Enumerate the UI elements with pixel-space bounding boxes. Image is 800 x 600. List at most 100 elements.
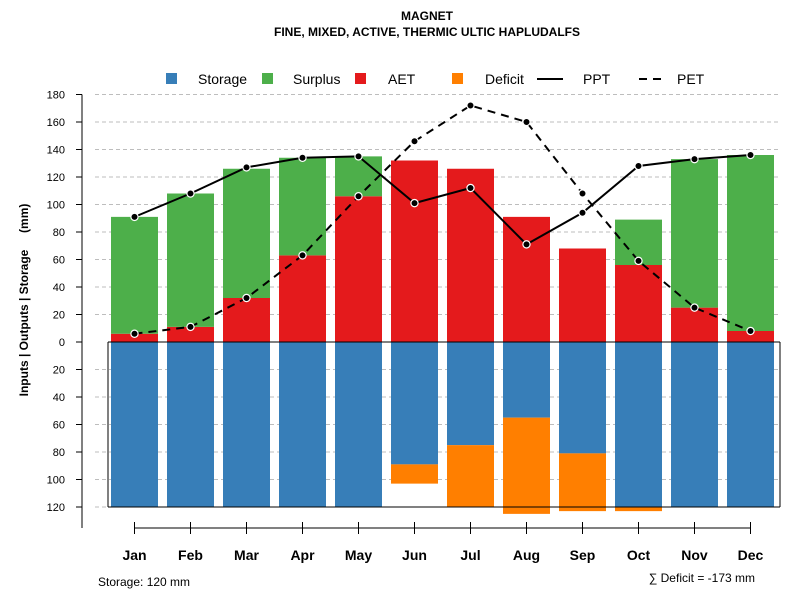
y-tick-label: 80	[53, 447, 65, 459]
legend-item-aet: AET	[355, 71, 416, 87]
storage-bar	[447, 342, 494, 446]
legend-swatch-storage	[166, 73, 177, 84]
pet-point	[634, 256, 643, 266]
aet-bar	[391, 160, 438, 342]
ppt-point	[690, 154, 699, 164]
deficit-note: ∑ Deficit = -173 mm	[649, 571, 755, 585]
x-tick-label-jun: Jun	[402, 547, 427, 563]
aet-bar	[671, 307, 718, 342]
y-tick-label: 20	[53, 310, 65, 322]
x-tick-label-jan: Jan	[122, 547, 146, 563]
aet-bar	[447, 168, 494, 342]
x-tick-label-nov: Nov	[681, 547, 708, 563]
y-tick-label: 80	[53, 227, 65, 239]
pet-point	[354, 192, 363, 201]
x-tick-label-dec: Dec	[738, 547, 764, 563]
y-tick-label: 100	[47, 200, 65, 212]
surplus-bar	[727, 155, 774, 331]
pet-line	[134, 104, 751, 335]
x-tick-label-jul: Jul	[460, 547, 480, 563]
bars	[111, 155, 774, 514]
pet-point	[578, 189, 587, 198]
legend-item-storage: Storage	[166, 71, 247, 87]
pet-point	[186, 322, 195, 332]
storage-bar	[279, 342, 326, 507]
y-tick-label: 120	[47, 172, 65, 184]
storage-bar	[671, 342, 718, 507]
pet-point	[298, 251, 307, 260]
legend-label-deficit: Deficit	[485, 71, 524, 87]
legend-label-ppt: PPT	[583, 71, 611, 87]
legend-item-surplus: Surplus	[262, 71, 340, 87]
aet-bar	[223, 298, 270, 342]
pet-point	[690, 303, 699, 312]
x-tick-label-may: May	[345, 547, 372, 563]
pet-point	[242, 293, 251, 303]
pet-point	[410, 137, 419, 146]
chart-subtitle: FINE, MIXED, ACTIVE, THERMIC ULTIC HAPLU…	[274, 25, 580, 39]
surplus-bar	[111, 216, 158, 334]
surplus-bar	[223, 168, 270, 298]
legend-item-pet: PET	[639, 71, 705, 87]
x-tick-label-oct: Oct	[627, 547, 651, 563]
y-tick-label: 180	[47, 90, 65, 102]
ppt-point	[298, 153, 307, 162]
storage-bar	[223, 342, 270, 507]
deficit-bar	[615, 507, 662, 512]
y-axis-label: Inputs | Outputs | Storage (mm)	[17, 204, 31, 397]
storage-bar	[559, 342, 606, 454]
deficit-bar	[447, 445, 494, 507]
y-tick-label: 160	[47, 117, 65, 129]
y-tick-label: 40	[53, 392, 65, 404]
aet-bar	[503, 216, 550, 342]
chart-title: MAGNET	[401, 9, 454, 23]
legend: Storage Surplus AET Deficit PPT PET	[166, 71, 705, 87]
legend-label-pet: PET	[677, 71, 705, 87]
y-tick-label: 140	[47, 145, 65, 157]
ppt-point	[354, 152, 363, 161]
ppt-point	[410, 198, 419, 208]
ppt-point	[746, 150, 755, 160]
ppt-point	[130, 212, 139, 222]
ppt-line	[134, 154, 751, 246]
storage-bar	[391, 342, 438, 465]
aet-bar	[727, 331, 774, 342]
deficit-bar	[503, 417, 550, 514]
y-tick-label: 100	[47, 475, 65, 487]
x-tick-label-aug: Aug	[513, 547, 540, 563]
aet-bar	[279, 255, 326, 342]
pet-point	[746, 326, 755, 336]
y-tick-label: 60	[53, 255, 65, 267]
legend-swatch-aet	[355, 73, 366, 84]
surplus-bar	[167, 193, 214, 327]
aet-bar	[335, 196, 382, 342]
pet-point	[466, 101, 475, 110]
lines	[130, 101, 755, 338]
aet-bar	[559, 248, 606, 342]
surplus-bar	[335, 156, 382, 197]
x-tick-label-apr: Apr	[290, 547, 315, 563]
pet-point	[522, 117, 531, 127]
x-tick-label-feb: Feb	[178, 547, 203, 563]
storage-bar	[615, 342, 662, 507]
ppt-point	[186, 189, 195, 198]
storage-bar	[111, 342, 158, 507]
y-tick-label: 0	[59, 337, 65, 349]
legend-item-deficit: Deficit	[452, 71, 524, 87]
storage-bar	[727, 342, 774, 507]
ppt-point	[242, 163, 251, 172]
x-tick-label-mar: Mar	[234, 547, 259, 563]
ppt-point	[578, 208, 587, 217]
x-tick-label-sep: Sep	[570, 547, 596, 563]
legend-swatch-deficit	[452, 73, 463, 84]
surplus-bar	[671, 159, 718, 308]
storage-bar	[503, 342, 550, 418]
aet-bar	[167, 326, 214, 342]
storage-note: Storage: 120 mm	[98, 575, 190, 589]
legend-label-surplus: Surplus	[293, 71, 340, 87]
storage-bar	[167, 342, 214, 507]
ppt-point	[522, 240, 531, 249]
surplus-bar	[279, 157, 326, 256]
deficit-bar	[559, 453, 606, 512]
